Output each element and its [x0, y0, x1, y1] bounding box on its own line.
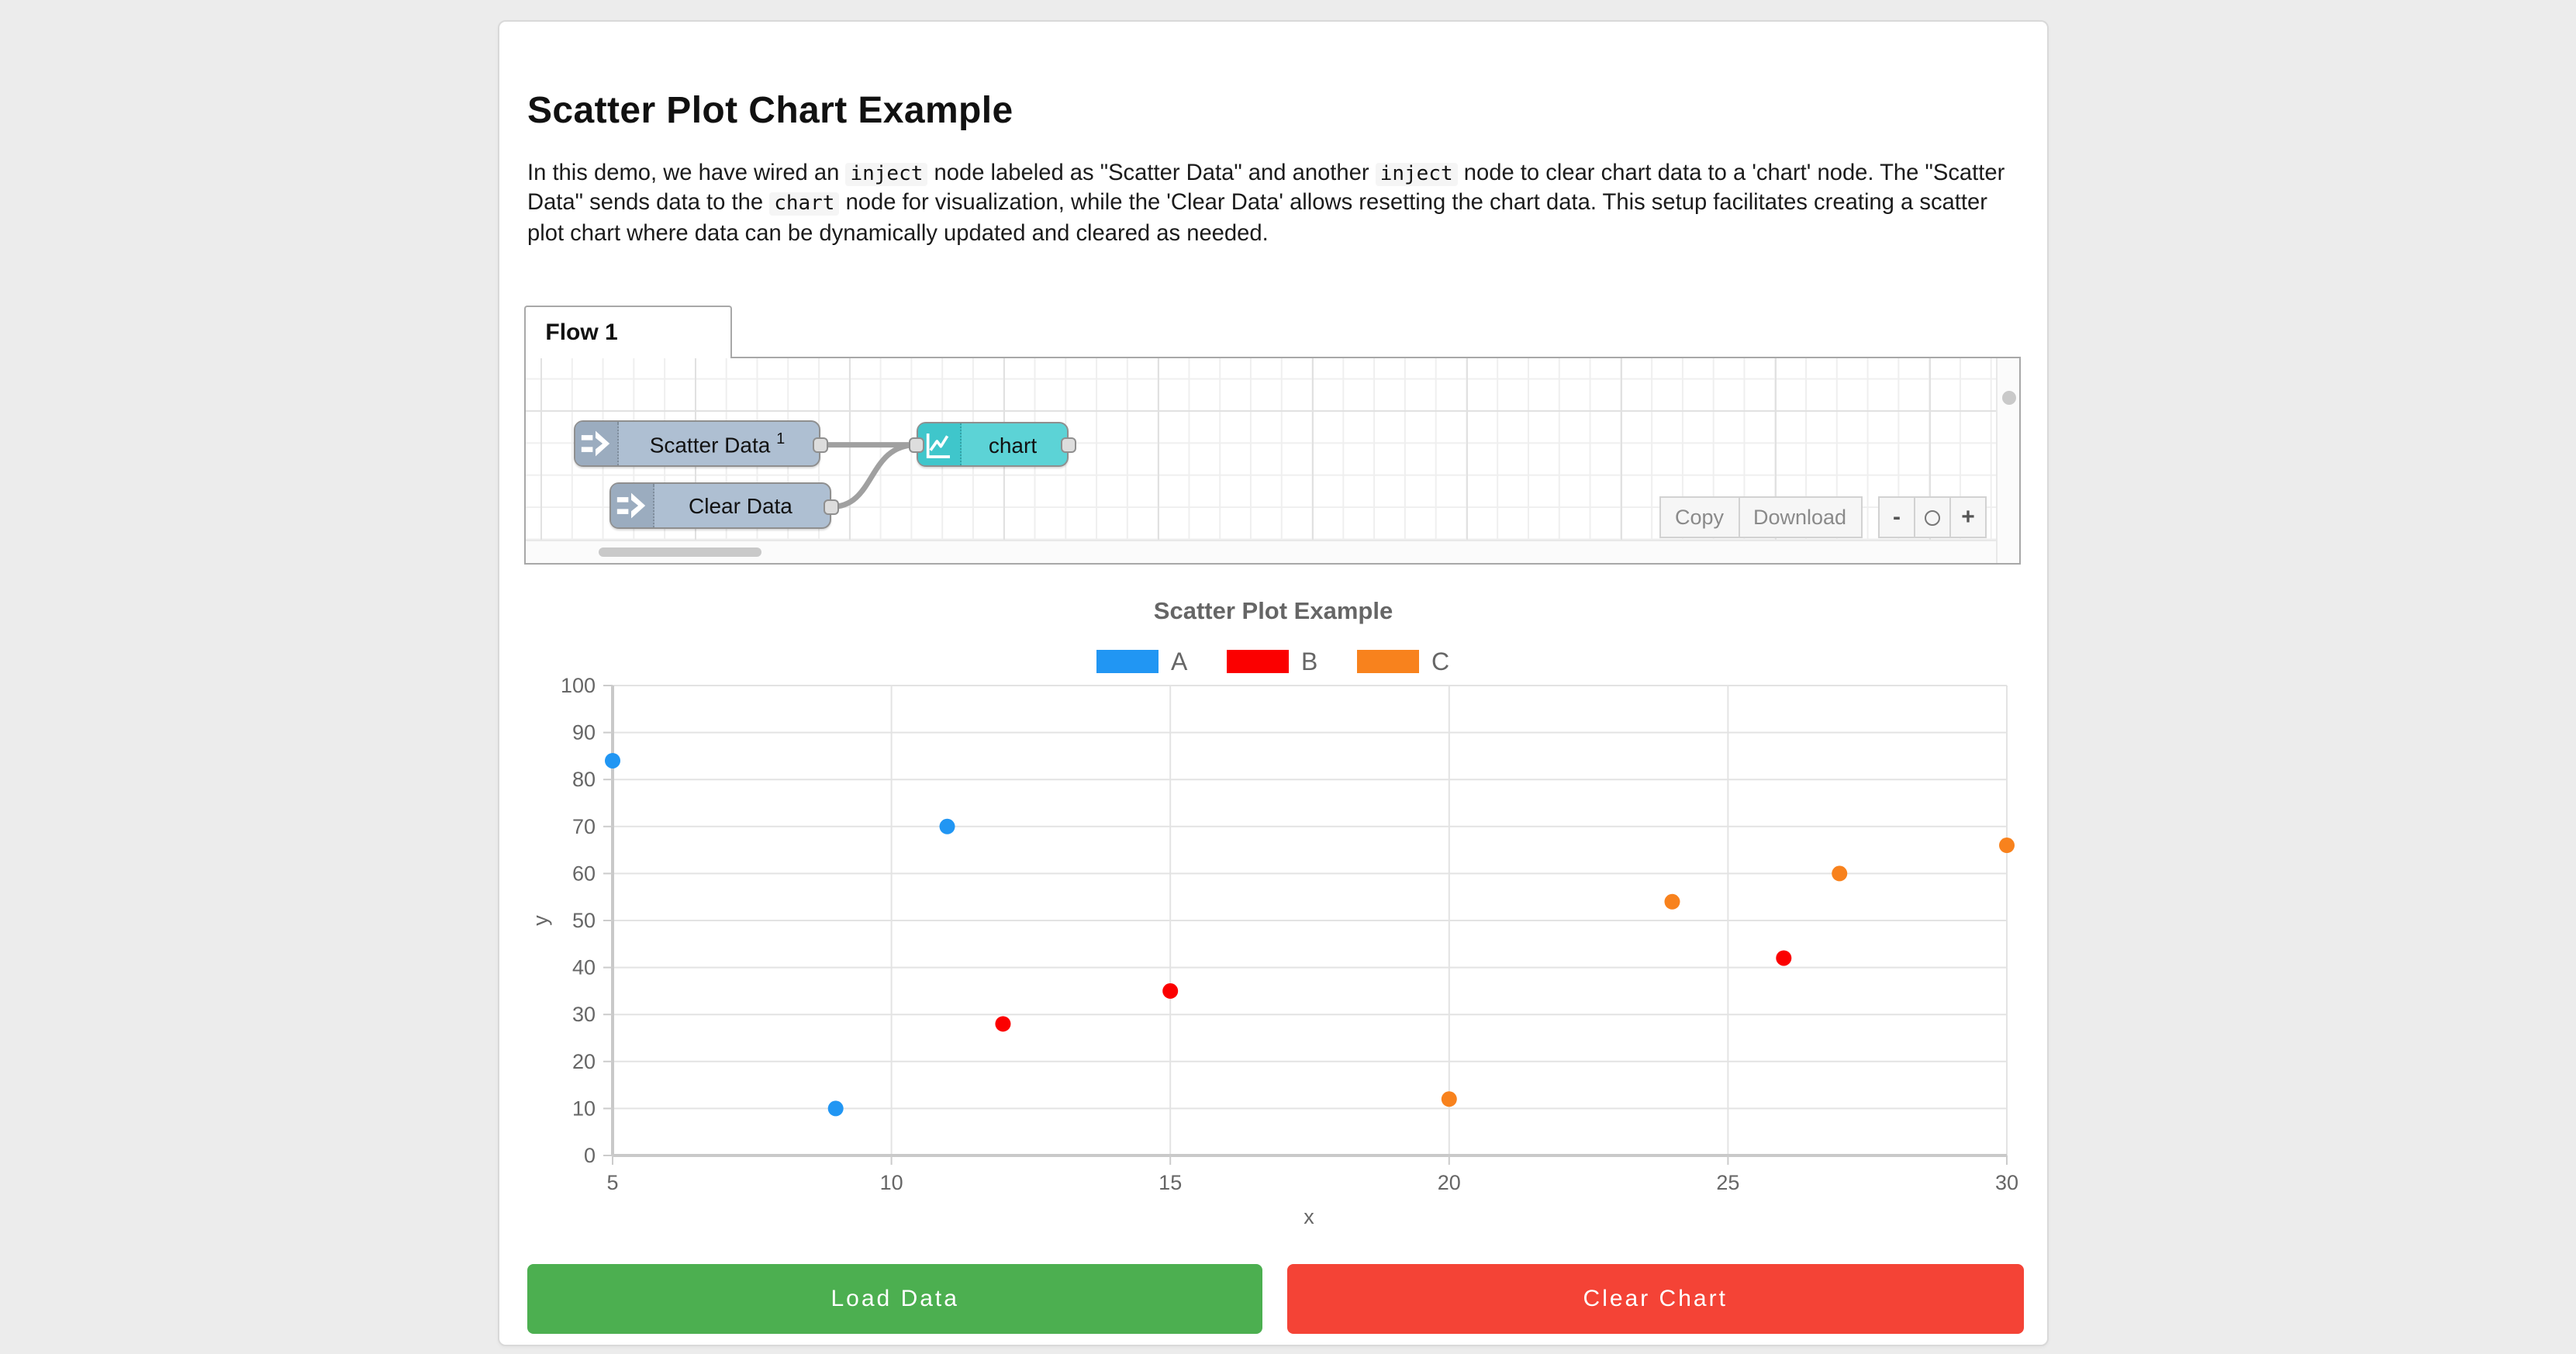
inline-code: inject: [845, 162, 928, 185]
flow-tab-label: Flow 1: [545, 319, 618, 346]
wire-clear-to-chart[interactable]: [827, 441, 919, 509]
inline-code: chart: [769, 192, 840, 216]
node-label: Scatter Data 1: [649, 430, 786, 457]
node-chart[interactable]: chart: [916, 422, 1069, 468]
intro-line: In this demo, we have wired an inject no…: [527, 161, 2005, 185]
line-chart-icon: [917, 423, 962, 466]
y-tick-label: 100: [561, 674, 596, 697]
data-point-C: [1441, 1091, 1457, 1107]
y-tick-label: 50: [572, 909, 596, 932]
x-tick-label: 10: [880, 1171, 903, 1194]
x-tick-label: 25: [1716, 1171, 1739, 1194]
inject-icon: [575, 422, 619, 466]
scatter-chart: Scatter Plot Example A B C 5 10 15 20 25 30 0 10 20 3…: [504, 591, 2033, 1249]
flow-tab[interactable]: Flow 1: [523, 305, 732, 358]
x-tick-label: 30: [1995, 1171, 2018, 1194]
legend-swatch-B[interactable]: [1227, 650, 1289, 673]
canvas-horizontal-scrollbar[interactable]: [525, 540, 2020, 564]
y-tick-label: 30: [572, 1003, 596, 1026]
data-point-C: [1832, 865, 1848, 882]
legend-label-C: C: [1431, 648, 1449, 675]
y-tick-label: 70: [572, 815, 596, 838]
data-point-B: [1162, 983, 1179, 999]
canvas-vertical-scrollbar[interactable]: [1996, 357, 2020, 564]
load-data-button[interactable]: Load Data: [527, 1264, 1263, 1334]
data-point-C: [1664, 893, 1680, 910]
data-point-B: [1776, 950, 1792, 966]
node-scatter-data[interactable]: Scatter Data 1: [573, 420, 820, 468]
scatter-chart-svg: Scatter Plot Example A B C 5 10 15 20 25 30 0 10 20 3…: [529, 597, 2018, 1228]
inline-code: inject: [1375, 162, 1458, 185]
legend-swatch-A[interactable]: [1096, 650, 1159, 673]
y-tick-label: 80: [572, 768, 596, 791]
y-axis-label: y: [529, 915, 552, 926]
legend-label-A: A: [1171, 648, 1188, 675]
zoom-reset-button[interactable]: [1913, 496, 1951, 539]
vertical-scroll-thumb[interactable]: [2002, 390, 2017, 405]
node-label: chart: [988, 432, 1038, 458]
download-button[interactable]: Download: [1738, 496, 1863, 539]
intro-paragraph: In this demo, we have wired an inject no…: [527, 159, 2019, 250]
intro-line: Data" sends data to the chart node for v…: [527, 191, 1987, 216]
port-chart-output[interactable]: [1060, 437, 1076, 453]
horizontal-scroll-thumb[interactable]: [598, 547, 761, 558]
intro-line: plot chart where data can be dynamically…: [527, 221, 1269, 246]
x-tick-label: 15: [1159, 1171, 1182, 1194]
flow-editor: Flow 1 S: [523, 305, 2022, 565]
x-tick-label: 20: [1438, 1171, 1461, 1194]
page-title: Scatter Plot Chart Example: [527, 89, 1013, 131]
y-tick-label: 90: [572, 721, 596, 744]
data-point-C: [1999, 838, 2015, 854]
copy-button[interactable]: Copy: [1659, 496, 1739, 539]
flow-wires: [817, 441, 919, 509]
y-tick-label: 40: [572, 956, 596, 979]
action-button-row: Load Data Clear Chart: [527, 1264, 2023, 1334]
x-axis-label: x: [1304, 1205, 1314, 1228]
port-scatter-output[interactable]: [812, 437, 828, 453]
clear-chart-button[interactable]: Clear Chart: [1287, 1264, 2023, 1334]
node-clear-data[interactable]: Clear Data: [609, 482, 831, 530]
port-chart-input[interactable]: [908, 437, 924, 453]
content-card: Scatter Plot Chart Example In this demo,…: [497, 19, 2048, 1345]
legend-swatch-C[interactable]: [1357, 650, 1419, 673]
minus-icon: -: [1892, 504, 1901, 531]
inject-icon: [610, 484, 654, 528]
y-tick-label: 10: [572, 1097, 596, 1120]
node-label: Clear Data: [689, 493, 792, 519]
x-tick-label: 5: [606, 1171, 618, 1194]
data-point-B: [995, 1016, 1011, 1032]
zoom-reset-icon: [1924, 509, 1940, 526]
y-tick-label: 0: [584, 1144, 596, 1167]
data-point-A: [827, 1100, 844, 1117]
legend-label-B: B: [1301, 648, 1317, 675]
plus-icon: +: [1961, 504, 1975, 531]
port-clear-output[interactable]: [823, 499, 839, 515]
data-point-A: [939, 818, 955, 834]
data-point-A: [605, 752, 620, 769]
y-tick-label: 60: [572, 862, 596, 885]
zoom-out-button[interactable]: -: [1877, 496, 1915, 539]
y-tick-label: 20: [572, 1050, 596, 1073]
flow-canvas[interactable]: Scatter Data 1 Clear Data: [523, 356, 2022, 565]
zoom-in-button[interactable]: +: [1949, 496, 1987, 539]
chart-title: Scatter Plot Example: [1154, 597, 1393, 624]
